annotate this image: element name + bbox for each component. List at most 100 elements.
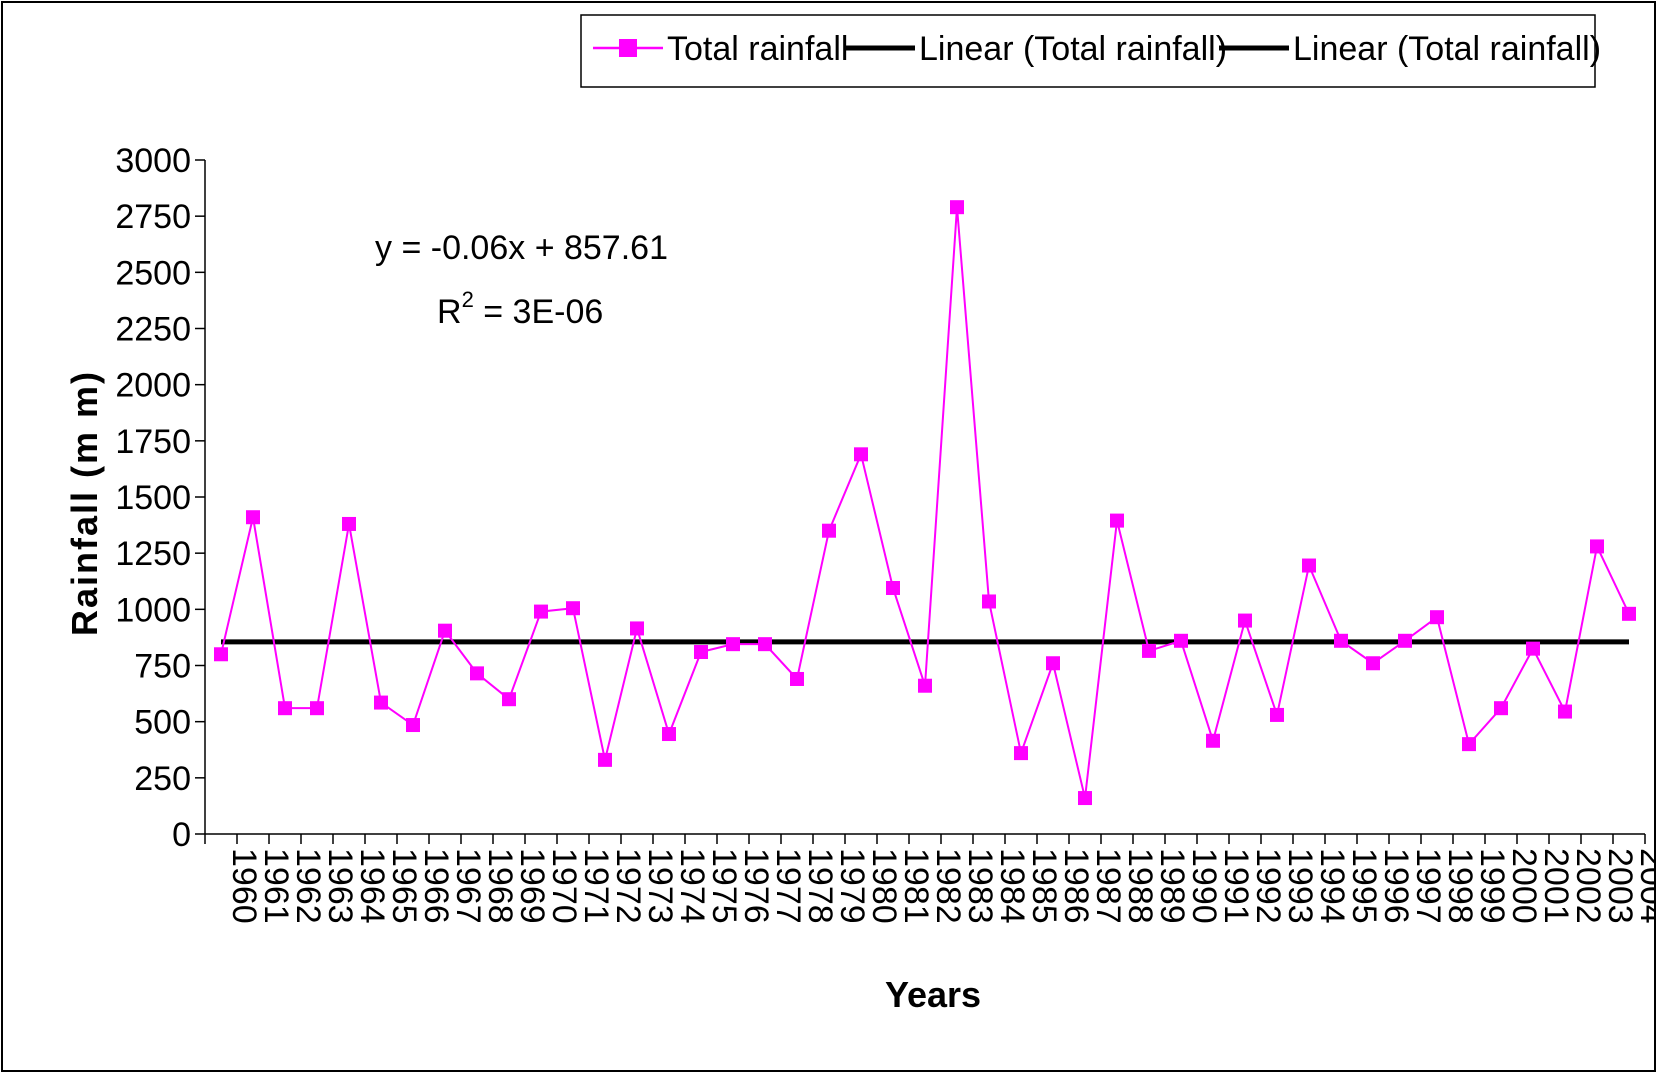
x-tick-label: 2004	[1633, 848, 1654, 924]
data-point	[918, 678, 932, 693]
x-tick-label: 1981	[897, 848, 935, 924]
data-point	[438, 623, 452, 638]
legend-marker-total-rainfall	[619, 39, 637, 57]
legend-label-linear-1: Linear (Total rainfall)	[919, 30, 1227, 68]
data-point	[822, 523, 836, 538]
data-point	[1430, 610, 1444, 625]
x-tick-label: 2000	[1505, 848, 1543, 924]
data-point	[1302, 558, 1316, 573]
x-tick-label: 1967	[449, 848, 487, 924]
series-line-total-rainfall	[220, 207, 1630, 799]
x-tick-label: 1968	[481, 848, 519, 924]
x-tick-label: 1971	[577, 848, 615, 924]
legend-label-linear-2: Linear (Total rainfall)	[1293, 30, 1601, 68]
data-point	[1622, 606, 1636, 621]
data-point	[1366, 656, 1380, 671]
y-tick-label: 1500	[115, 479, 191, 517]
legend: Total rainfall Linear (Total rainfall) L…	[580, 14, 1601, 88]
y-tick-label: 250	[134, 760, 191, 798]
y-tick-label: 2250	[115, 311, 191, 349]
data-point	[1142, 643, 1156, 658]
data-point	[630, 621, 644, 636]
data-point	[694, 645, 708, 660]
x-tick-label: 1993	[1281, 848, 1319, 924]
trendline-equation: y = -0.06x + 857.61	[375, 229, 668, 267]
x-tick-label: 1987	[1089, 848, 1127, 924]
data-point	[758, 637, 772, 652]
r-squared-sup: 2	[462, 287, 474, 312]
data-point	[790, 671, 804, 686]
data-point	[662, 727, 676, 742]
x-tick-label: 2002	[1569, 848, 1607, 924]
x-tick-label: 1997	[1409, 848, 1447, 924]
data-point	[470, 666, 484, 681]
data-point	[1174, 633, 1188, 648]
data-point	[1398, 633, 1412, 648]
data-point	[502, 692, 516, 707]
x-tick-label: 1985	[1025, 848, 1063, 924]
legend-box	[580, 14, 1596, 88]
data-point	[342, 516, 356, 531]
x-tick-label: 1984	[993, 848, 1031, 924]
data-point	[1270, 707, 1284, 722]
y-tick-label: 1250	[115, 535, 191, 573]
data-point	[214, 647, 228, 662]
x-tick-label: 1979	[833, 848, 871, 924]
y-tick-label: 0	[172, 816, 191, 854]
data-point	[1334, 633, 1348, 648]
data-point	[726, 637, 740, 652]
data-point	[1238, 613, 1252, 628]
legend-entry-linear-2: Linear (Total rainfall)	[1219, 30, 1601, 68]
data-point	[1526, 641, 1540, 656]
x-tick-label: 1990	[1185, 848, 1223, 924]
x-ticks: 1960196119621963196419651966196719681969…	[204, 834, 1654, 924]
r-squared-base: R	[437, 293, 462, 331]
legend-entry-total-rainfall: Total rainfall	[593, 30, 848, 68]
y-tick-label: 2000	[115, 367, 191, 405]
x-tick-label: 1982	[929, 848, 967, 924]
x-tick-label: 1964	[353, 848, 391, 924]
data-point	[406, 718, 420, 733]
x-tick-label: 1986	[1057, 848, 1095, 924]
x-tick-label: 1969	[513, 848, 551, 924]
y-tick-label: 750	[134, 648, 191, 686]
x-tick-label: 1976	[737, 848, 775, 924]
legend-entry-linear-1: Linear (Total rainfall)	[845, 30, 1227, 68]
y-tick-label: 1750	[115, 423, 191, 461]
x-tick-label: 1972	[609, 848, 647, 924]
data-point	[1494, 701, 1508, 716]
x-tick-label: 1974	[673, 848, 711, 924]
x-tick-label: 1983	[961, 848, 999, 924]
x-tick-label: 1962	[289, 848, 327, 924]
y-tick-label: 2500	[115, 254, 191, 292]
x-tick-label: 2003	[1601, 848, 1639, 924]
x-tick-label: 1978	[801, 848, 839, 924]
y-tick-label: 500	[134, 704, 191, 742]
data-point	[1558, 704, 1572, 719]
data-point	[278, 701, 292, 716]
data-point	[246, 510, 260, 525]
data-point	[854, 447, 868, 462]
y-tick-label: 1000	[115, 591, 191, 629]
r-squared-rest: = 3E-06	[474, 293, 603, 331]
r-squared: R2 = 3E-06	[437, 287, 603, 331]
y-ticks: 0 250 500 750 1000 1250 1500 1750 2000 2250 2500 27…	[115, 142, 205, 854]
x-tick-label: 1977	[769, 848, 807, 924]
y-tick-label: 2750	[115, 198, 191, 236]
data-point	[310, 701, 324, 716]
data-point	[374, 695, 388, 710]
x-tick-label: 1970	[545, 848, 583, 924]
data-point	[598, 752, 612, 767]
y-tick-label: 3000	[115, 142, 191, 180]
x-tick-label: 1991	[1217, 848, 1255, 924]
x-tick-label: 1988	[1121, 848, 1159, 924]
data-point	[1206, 733, 1220, 748]
data-point	[1462, 737, 1476, 752]
x-tick-label: 1965	[385, 848, 423, 924]
x-tick-label: 1995	[1345, 848, 1383, 924]
data-point	[950, 200, 964, 215]
data-point	[534, 604, 548, 619]
data-point	[886, 580, 900, 595]
data-point	[1046, 656, 1060, 671]
